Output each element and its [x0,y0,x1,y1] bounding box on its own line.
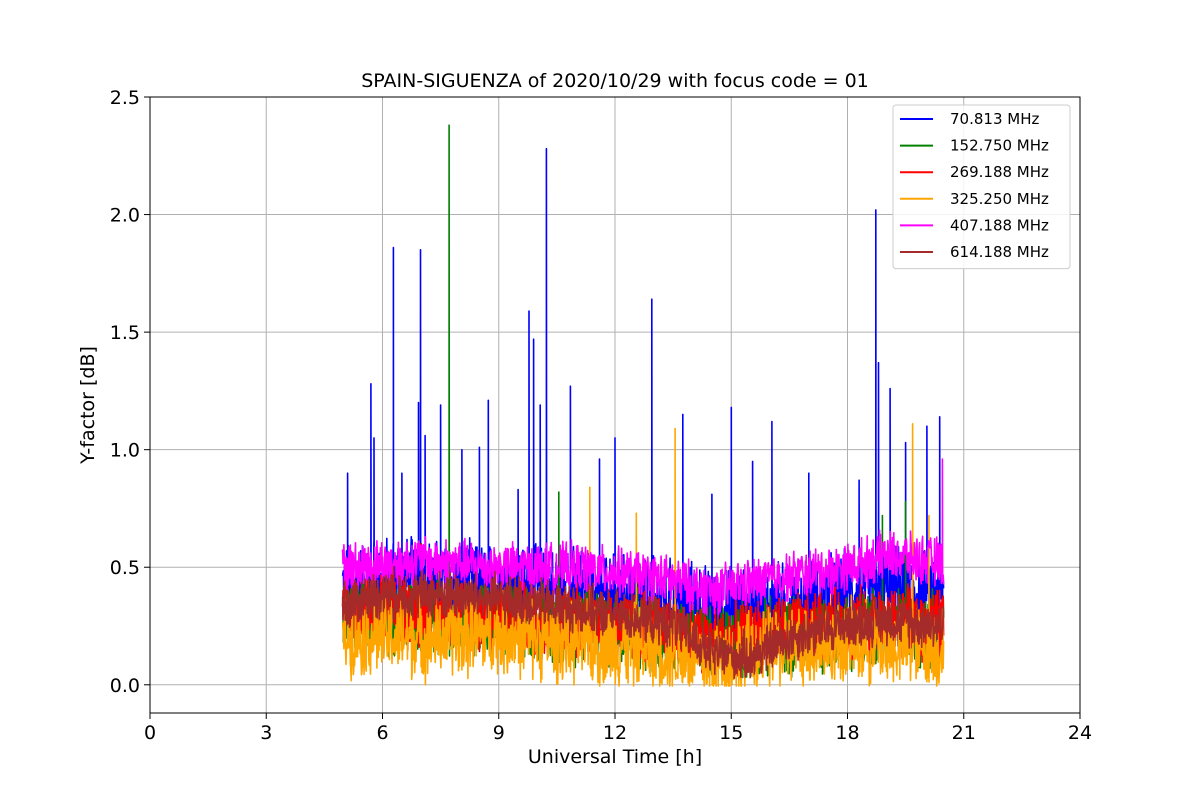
series-line [341,565,945,680]
legend: 70.813 MHz 152.750 MHz 269.188 MHz 325.250 … [892,104,1071,270]
y-tick-label: 1.0 [110,440,140,462]
legend-entry: 152.750 MHz [950,137,1049,155]
x-tick-label: 9 [493,722,505,744]
chart-title: SPAIN-SIGUENZA of 2020/10/29 with focus … [361,70,869,92]
x-tick-label: 6 [376,722,388,744]
series-line [341,458,945,616]
x-tick-label: 21 [952,722,976,744]
legend-entry: 614.188 MHz [950,243,1049,261]
plot-frame [149,96,1081,714]
axes: 0 3 6 9 12 15 18 21 24 0.0 0.5 1.0 1.5 2.0 2.5 [110,87,1092,744]
y-tick-label: 2.5 [110,87,140,109]
x-tick-label: 3 [260,722,272,744]
x-tick-label: 24 [1068,722,1092,744]
y-tick-label: 2.0 [110,205,140,227]
plot-area [341,124,945,687]
legend-entry: 70.813 MHz [950,110,1039,128]
y-tick-label: 0.0 [110,675,140,697]
legend-frame [892,104,1071,270]
y-tick-label: 0.5 [110,557,140,579]
x-axis-label: Universal Time [h] [528,746,702,768]
x-tick-label: 15 [719,722,743,744]
y-tick-label: 1.5 [110,322,140,344]
y-axis-label: Y-factor [dB] [77,346,99,465]
legend-entry: 269.188 MHz [950,163,1049,181]
x-tick-label: 12 [603,722,627,744]
x-tick-label: 0 [144,722,156,744]
legend-entry: 407.188 MHz [950,216,1049,234]
legend-entry: 325.250 MHz [950,190,1049,208]
x-tick-label: 18 [835,722,859,744]
